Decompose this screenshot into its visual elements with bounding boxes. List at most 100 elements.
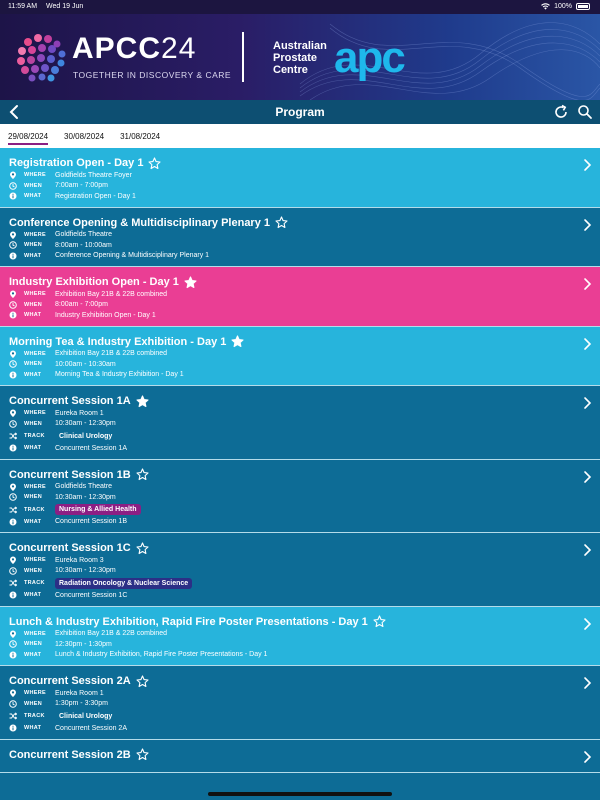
session-card[interactable]: Conference Opening & Multidisciplinary P… bbox=[0, 207, 600, 267]
session-card[interactable]: Lunch & Industry Exhibition, Rapid Fire … bbox=[0, 606, 600, 666]
session-what-row: WHAT Conference Opening & Multidisciplina… bbox=[9, 251, 600, 262]
refresh-icon[interactable] bbox=[552, 103, 570, 121]
session-when-row: WHEN 12:30pm - 1:30pm bbox=[9, 639, 600, 650]
session-when-row: WHEN 8:00am - 10:00am bbox=[9, 240, 600, 251]
card-bottom-pad bbox=[9, 527, 600, 532]
star-icon[interactable] bbox=[136, 748, 149, 761]
home-indicator[interactable] bbox=[208, 792, 392, 796]
session-list: Registration Open - Day 1 WHERE Goldfields… bbox=[0, 148, 600, 800]
chevron-right-icon[interactable] bbox=[582, 396, 592, 410]
star-icon[interactable] bbox=[373, 615, 386, 628]
session-when-value: 12:30pm - 1:30pm bbox=[55, 640, 112, 648]
session-what-value: Industry Exhibition Open - Day 1 bbox=[55, 311, 156, 319]
session-card[interactable]: Concurrent Session 2B bbox=[0, 739, 600, 773]
session-card[interactable]: Morning Tea & Industry Exhibition - Day … bbox=[0, 326, 600, 386]
search-icon[interactable] bbox=[576, 103, 594, 121]
session-when-row: WHEN 7:00am - 7:00pm bbox=[9, 181, 600, 192]
track-badge: Clinical Urology bbox=[55, 430, 117, 442]
star-icon[interactable] bbox=[148, 156, 162, 170]
session-where-value: Exhibition Bay 21B & 22B combined bbox=[55, 630, 168, 638]
session-title: Registration Open - Day 1 bbox=[9, 157, 144, 169]
battery-percent: 100% bbox=[554, 3, 572, 10]
session-what-label: WHAT bbox=[24, 371, 42, 378]
clock-icon bbox=[9, 360, 17, 369]
location-pin-icon bbox=[10, 231, 16, 239]
chevron-right-icon[interactable] bbox=[582, 750, 592, 764]
clock-icon bbox=[9, 419, 17, 428]
chevron-right-icon[interactable] bbox=[582, 158, 592, 172]
session-what-value: Concurrent Session 1B bbox=[55, 518, 127, 526]
session-what-value: Concurrent Session 2A bbox=[55, 724, 127, 732]
chevron-right-icon[interactable] bbox=[582, 617, 592, 631]
session-what-row: WHAT Morning Tea & Industry Exhibition - … bbox=[9, 370, 600, 381]
session-when-label: WHEN bbox=[24, 641, 43, 648]
status-time: 11:59 AM bbox=[8, 3, 38, 10]
session-when-row: WHEN 1:30pm - 3:30pm bbox=[9, 699, 600, 710]
star-icon[interactable] bbox=[136, 541, 149, 555]
session-track-label: TRACK bbox=[24, 580, 45, 586]
session-what-row: WHAT Registration Open - Day 1 bbox=[9, 191, 600, 202]
session-where-label: WHERE bbox=[24, 690, 46, 697]
chevron-right-icon[interactable] bbox=[582, 470, 592, 484]
date-tabs: 29/08/2024 30/08/2024 31/08/2024 bbox=[0, 124, 600, 148]
session-card[interactable]: Registration Open - Day 1 WHERE Goldfields… bbox=[0, 148, 600, 208]
session-what-row: WHAT Concurrent Session 1C bbox=[9, 590, 600, 601]
chevron-right-icon[interactable] bbox=[582, 543, 592, 557]
session-track-row: TRACK Radiation Oncology & Nuclear Scienc… bbox=[9, 576, 600, 590]
session-when-value: 8:00am - 7:00pm bbox=[55, 301, 108, 309]
session-when-row: WHEN 10:00am - 10:30am bbox=[9, 359, 600, 370]
tab-date-1[interactable]: 29/08/2024 bbox=[8, 124, 49, 148]
session-title-row: Industry Exhibition Open - Day 1 bbox=[9, 275, 600, 289]
chevron-right-icon[interactable] bbox=[582, 337, 592, 351]
session-when-value: 10:30am - 12:30pm bbox=[55, 493, 116, 501]
session-card[interactable]: Concurrent Session 1B WHERE Goldfields The… bbox=[0, 459, 600, 533]
session-where-row: WHERE Goldfields Theatre Foyer bbox=[9, 170, 600, 181]
star-icon[interactable] bbox=[136, 674, 149, 688]
session-title-row: Registration Open - Day 1 bbox=[9, 156, 600, 170]
chevron-right-icon[interactable] bbox=[582, 676, 592, 690]
session-track-label: TRACK bbox=[24, 506, 45, 513]
event-year: 24 bbox=[161, 32, 197, 65]
session-where-label: WHERE bbox=[24, 172, 46, 179]
info-icon bbox=[9, 591, 17, 599]
star-icon[interactable] bbox=[231, 335, 244, 348]
session-where-value: Eureka Room 1 bbox=[55, 409, 104, 417]
location-pin-icon bbox=[10, 483, 16, 491]
tab-date-3[interactable]: 31/08/2024 bbox=[120, 132, 161, 141]
session-title: Conference Opening & Multidisciplinary P… bbox=[9, 216, 271, 229]
session-what-value: Concurrent Session 1A bbox=[55, 444, 127, 452]
event-tagline: TOGETHER IN DISCOVERY & CARE bbox=[73, 70, 232, 80]
session-where-value: Eureka Room 3 bbox=[55, 556, 104, 564]
location-pin-icon bbox=[10, 290, 16, 299]
star-icon[interactable] bbox=[136, 468, 149, 481]
chevron-right-icon[interactable] bbox=[582, 277, 592, 291]
session-what-row: WHAT Concurrent Session 1A bbox=[9, 443, 600, 454]
tab-date-2[interactable]: 30/08/2024 bbox=[64, 132, 105, 141]
star-icon[interactable] bbox=[136, 394, 149, 408]
clock-icon bbox=[9, 241, 17, 250]
session-when-value: 7:00am - 7:00pm bbox=[55, 182, 108, 190]
session-what-label: WHAT bbox=[24, 725, 42, 732]
apcc-logo-icon bbox=[17, 34, 66, 82]
star-icon[interactable] bbox=[275, 216, 288, 229]
session-when-row: WHEN 10:30am - 12:30pm bbox=[9, 419, 600, 430]
session-title: Morning Tea & Industry Exhibition - Day … bbox=[9, 335, 227, 348]
session-when-label: WHEN bbox=[24, 420, 43, 427]
session-card[interactable]: Industry Exhibition Open - Day 1 WHERE Exh… bbox=[0, 267, 600, 327]
session-what-label: WHAT bbox=[24, 193, 42, 200]
session-track-row: TRACK Clinical Urology bbox=[9, 709, 600, 723]
session-where-row: WHERE Exhibition Bay 21B & 22B combined bbox=[9, 289, 600, 300]
card-bottom-pad bbox=[9, 261, 600, 266]
chevron-right-icon[interactable] bbox=[582, 218, 592, 232]
session-where-value: Exhibition Bay 21B & 22B combined bbox=[55, 350, 168, 358]
session-title: Lunch & Industry Exhibition, Rapid Fire … bbox=[9, 615, 368, 628]
chevron-left-icon[interactable] bbox=[6, 103, 24, 121]
session-when-value: 10:30am - 12:30pm bbox=[55, 420, 116, 428]
info-icon bbox=[9, 371, 17, 379]
star-icon[interactable] bbox=[184, 275, 197, 289]
location-pin-icon bbox=[10, 556, 16, 565]
session-where-row: WHERE Goldfields Theatre bbox=[9, 482, 600, 493]
